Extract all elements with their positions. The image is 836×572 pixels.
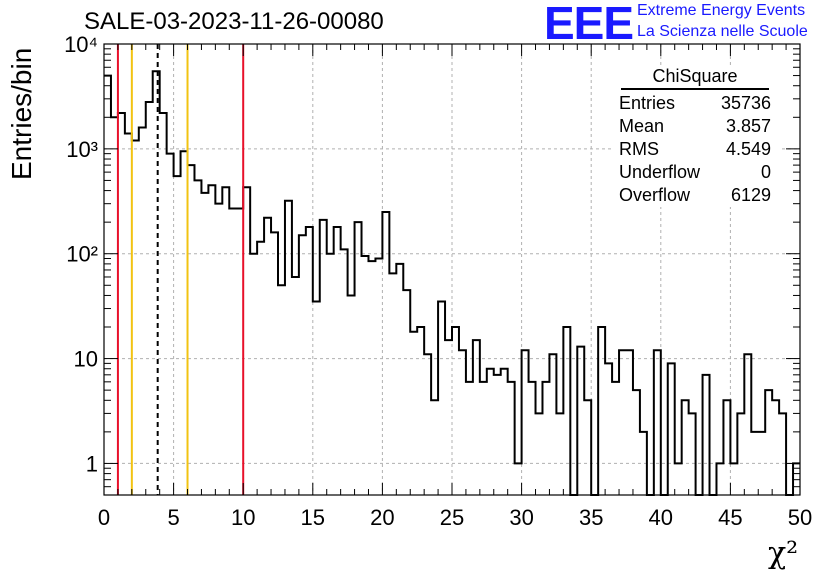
x-tick-label: 45 — [718, 505, 742, 530]
x-tick-label: 5 — [167, 505, 179, 530]
stats-row: Overflow 6129 — [611, 184, 779, 207]
stats-box: ChiSquare Entries 35736 Mean 3.857 RMS 4… — [611, 66, 779, 207]
x-tick-label: 15 — [301, 505, 325, 530]
x-tick-label: 0 — [98, 505, 110, 530]
stats-value: 0 — [760, 162, 771, 182]
y-tick-label: 10³ — [66, 137, 98, 162]
x-tick-label: 20 — [370, 505, 394, 530]
x-tick-label: 30 — [509, 505, 533, 530]
eee-logo: EEE — [544, 0, 634, 49]
stats-value: 35736 — [720, 93, 771, 113]
logo-subtitle-2: La Scienza nelle Scuole — [637, 23, 808, 40]
histogram-outline — [104, 70, 800, 496]
stats-label: Underflow — [619, 162, 701, 182]
stats-row: Mean 3.857 — [611, 115, 779, 138]
axes — [103, 43, 801, 496]
stats-row: Entries 35736 — [611, 92, 779, 115]
y-tick-label: 10⁴ — [64, 32, 98, 57]
stats-label: Mean — [619, 116, 665, 136]
x-tick-label: 50 — [788, 505, 812, 530]
stats-label: Entries — [619, 93, 676, 113]
stats-title: ChiSquare — [621, 66, 769, 90]
stats-label: RMS — [619, 139, 659, 159]
stats-row: Underflow 0 — [611, 161, 779, 184]
y-axis-label: Entries/bin — [6, 47, 37, 180]
stats-value: 4.549 — [725, 139, 771, 159]
stats-value: 3.857 — [725, 116, 771, 136]
histogram-series — [104, 70, 800, 496]
stats-label: Overflow — [619, 185, 691, 205]
y-tick-label: 10² — [66, 242, 98, 267]
y-tick-label: 10 — [74, 347, 98, 372]
y-tick-labels: 1 10 10² 10³ 10⁴ — [64, 32, 98, 476]
y-tick-label: 1 — [86, 451, 98, 476]
reference-lines — [116, 44, 245, 495]
x-tick-label: 10 — [231, 505, 255, 530]
x-axis-label: χ² — [768, 536, 799, 571]
logo-subtitle-1: Extreme Energy Events — [637, 2, 806, 19]
stats-value: 6129 — [730, 185, 771, 205]
x-tick-label: 35 — [579, 505, 603, 530]
stats-row: RMS 4.549 — [611, 138, 779, 161]
chart-title: SALE-03-2023-11-26-00080 — [84, 8, 384, 35]
x-tick-label: 40 — [649, 505, 673, 530]
x-tick-labels: 0 5 10 15 20 25 30 35 40 45 50 — [98, 505, 812, 530]
grid — [104, 44, 800, 495]
x-tick-label: 25 — [440, 505, 464, 530]
